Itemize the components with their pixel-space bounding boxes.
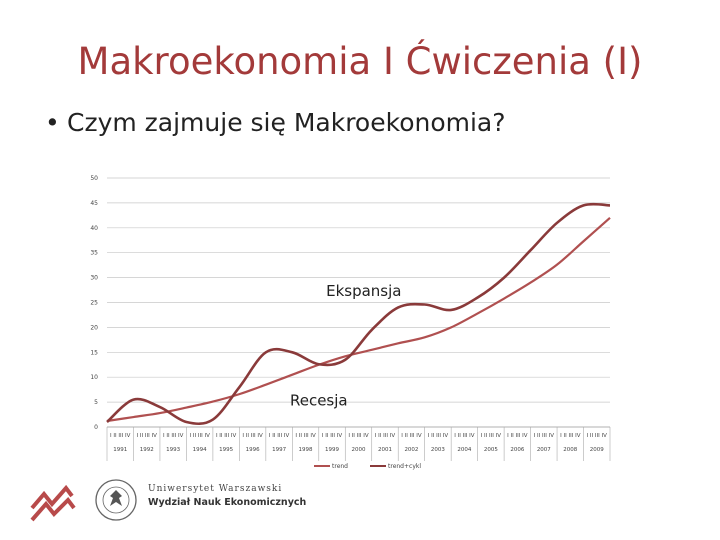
x-quarter-labels: I II III IV xyxy=(560,433,581,439)
x-quarter-labels: I II III IV xyxy=(587,433,608,439)
logo-zigzag-mark-2 xyxy=(30,496,76,522)
seal-icon xyxy=(95,479,137,521)
x-year-label: 2009 xyxy=(590,447,604,453)
x-quarter-labels: I II III IV xyxy=(348,433,369,439)
x-quarter-labels: I II III IV xyxy=(295,433,316,439)
x-year-label: 1992 xyxy=(140,447,154,453)
x-quarter-labels: I II III IV xyxy=(163,433,184,439)
x-year-label: 2006 xyxy=(510,447,524,453)
y-tick-label: 0 xyxy=(94,424,98,431)
x-year-label: 2002 xyxy=(404,447,418,453)
y-tick-label: 35 xyxy=(90,250,98,257)
annotation-recesja: Recesja xyxy=(290,392,348,410)
x-year-label: 2000 xyxy=(352,447,366,453)
legend-label: trend xyxy=(332,463,348,470)
x-quarter-labels: I II III IV xyxy=(481,433,502,439)
y-tick-label: 20 xyxy=(90,324,98,331)
x-quarter-labels: I II III IV xyxy=(534,433,555,439)
x-year-label: 1996 xyxy=(246,447,260,453)
x-quarter-labels: I II III IV xyxy=(189,433,210,439)
x-quarter-labels: I II III IV xyxy=(216,433,237,439)
y-tick-label: 50 xyxy=(90,175,98,182)
slide-title: Makroekonomia I Ćwiczenia (I) xyxy=(77,40,643,83)
x-quarter-labels: I II III IV xyxy=(137,433,158,439)
x-year-label: 2001 xyxy=(378,447,392,453)
university-name: Uniwersytet Warszawski xyxy=(148,484,283,494)
y-tick-label: 25 xyxy=(90,300,98,307)
x-year-label: 1993 xyxy=(166,447,180,453)
bullet-dot: • xyxy=(45,108,60,137)
y-tick-label: 30 xyxy=(90,275,98,282)
y-tick-label: 40 xyxy=(90,225,98,232)
eagle-icon xyxy=(110,490,122,506)
x-year-label: 2008 xyxy=(563,447,577,453)
logo-zigzag-mark xyxy=(30,484,74,510)
university-logo xyxy=(30,478,140,533)
x-year-label: 1995 xyxy=(219,447,233,453)
y-tick-label: 5 xyxy=(94,399,98,406)
x-quarter-labels: I II III IV xyxy=(401,433,422,439)
x-year-label: 2005 xyxy=(484,447,498,453)
y-tick-label: 10 xyxy=(90,374,98,381)
series-line-trendcykl xyxy=(106,202,611,426)
x-quarter-labels: I II III IV xyxy=(269,433,290,439)
x-year-label: 2004 xyxy=(457,447,471,453)
department-name: Wydział Nauk Ekonomicznych xyxy=(148,497,307,508)
x-year-label: 1998 xyxy=(299,447,313,453)
series-line-trend xyxy=(106,217,611,423)
x-year-label: 1991 xyxy=(113,447,127,453)
x-quarter-labels: I II III IV xyxy=(322,433,343,439)
y-tick-label: 45 xyxy=(90,200,98,207)
legend-label: trend+cykl xyxy=(388,463,421,470)
x-year-label: 1999 xyxy=(325,447,339,453)
bullet-text: Czym zajmuje się Makroekonomia? xyxy=(67,108,506,137)
x-year-label: 2007 xyxy=(537,447,551,453)
x-quarter-labels: I II III IV xyxy=(454,433,475,439)
x-quarter-labels: I II III IV xyxy=(375,433,396,439)
annotation-ekspansja: Ekspansja xyxy=(326,282,401,300)
x-year-label: 1994 xyxy=(193,447,207,453)
x-quarter-labels: I II III IV xyxy=(428,433,449,439)
bullet-item: • Czym zajmuje się Makroekonomia? xyxy=(45,108,506,137)
y-tick-label: 15 xyxy=(90,349,98,356)
x-quarter-labels: I II III IV xyxy=(242,433,263,439)
x-quarter-labels: I II III IV xyxy=(507,433,528,439)
x-quarter-labels: I II III IV xyxy=(110,433,131,439)
x-year-label: 1997 xyxy=(272,447,286,453)
x-year-label: 2003 xyxy=(431,447,445,453)
